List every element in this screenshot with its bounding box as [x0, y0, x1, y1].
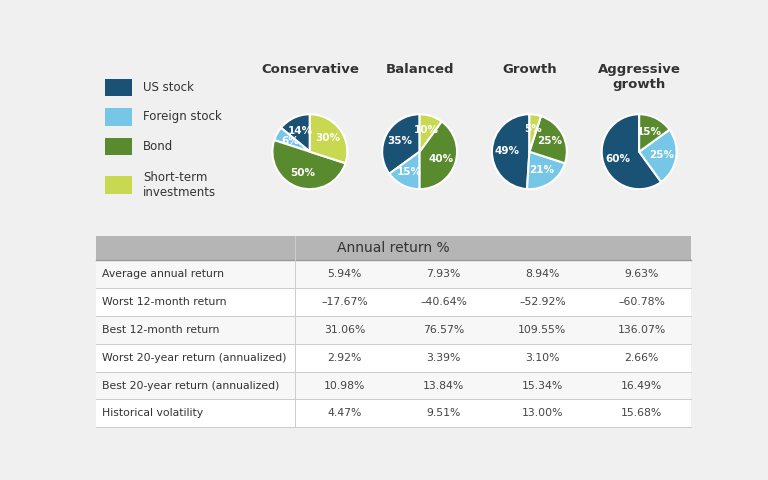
Text: Best 20-year return (annualized): Best 20-year return (annualized) [102, 381, 280, 391]
Text: 9.51%: 9.51% [426, 408, 461, 418]
Text: Conservative: Conservative [261, 63, 359, 76]
Text: 7.93%: 7.93% [426, 269, 461, 279]
FancyBboxPatch shape [105, 108, 132, 126]
FancyBboxPatch shape [96, 261, 691, 288]
Text: 9.63%: 9.63% [624, 269, 659, 279]
Text: Historical volatility: Historical volatility [102, 408, 203, 418]
FancyBboxPatch shape [96, 399, 691, 427]
Text: 3.10%: 3.10% [525, 353, 560, 363]
Text: Growth: Growth [502, 63, 557, 76]
FancyBboxPatch shape [105, 176, 132, 193]
Text: 8.94%: 8.94% [525, 269, 560, 279]
Text: Worst 12-month return: Worst 12-month return [102, 297, 227, 307]
Text: 13.84%: 13.84% [423, 381, 464, 391]
Text: Average annual return: Average annual return [102, 269, 224, 279]
Text: 15.34%: 15.34% [521, 381, 563, 391]
Text: Annual return %: Annual return % [337, 241, 450, 255]
Text: Bond: Bond [143, 140, 173, 153]
Text: 136.07%: 136.07% [617, 325, 666, 335]
Text: 5.94%: 5.94% [328, 269, 362, 279]
Text: 16.49%: 16.49% [621, 381, 662, 391]
FancyBboxPatch shape [96, 344, 691, 372]
FancyBboxPatch shape [96, 316, 691, 344]
Text: Worst 20-year return (annualized): Worst 20-year return (annualized) [102, 353, 286, 363]
Text: 4.47%: 4.47% [328, 408, 362, 418]
Text: –60.78%: –60.78% [618, 297, 665, 307]
Text: US stock: US stock [143, 81, 194, 94]
Text: 2.66%: 2.66% [624, 353, 659, 363]
Text: 10.98%: 10.98% [324, 381, 366, 391]
FancyBboxPatch shape [96, 288, 691, 316]
Text: Short-term
investments: Short-term investments [143, 171, 216, 199]
Text: –40.64%: –40.64% [420, 297, 467, 307]
Text: Balanced: Balanced [386, 63, 454, 76]
Text: 109.55%: 109.55% [518, 325, 567, 335]
Text: 3.39%: 3.39% [426, 353, 461, 363]
Text: Best 12-month return: Best 12-month return [102, 325, 220, 335]
FancyBboxPatch shape [96, 236, 691, 261]
Text: –52.92%: –52.92% [519, 297, 566, 307]
FancyBboxPatch shape [105, 138, 132, 155]
Text: Aggressive
growth: Aggressive growth [598, 63, 680, 91]
Text: 2.92%: 2.92% [328, 353, 362, 363]
Text: 76.57%: 76.57% [423, 325, 464, 335]
FancyBboxPatch shape [96, 372, 691, 399]
FancyBboxPatch shape [105, 79, 132, 96]
Text: 31.06%: 31.06% [324, 325, 366, 335]
Text: Foreign stock: Foreign stock [143, 110, 222, 123]
Text: –17.67%: –17.67% [322, 297, 368, 307]
Text: 13.00%: 13.00% [521, 408, 563, 418]
Text: 15.68%: 15.68% [621, 408, 662, 418]
